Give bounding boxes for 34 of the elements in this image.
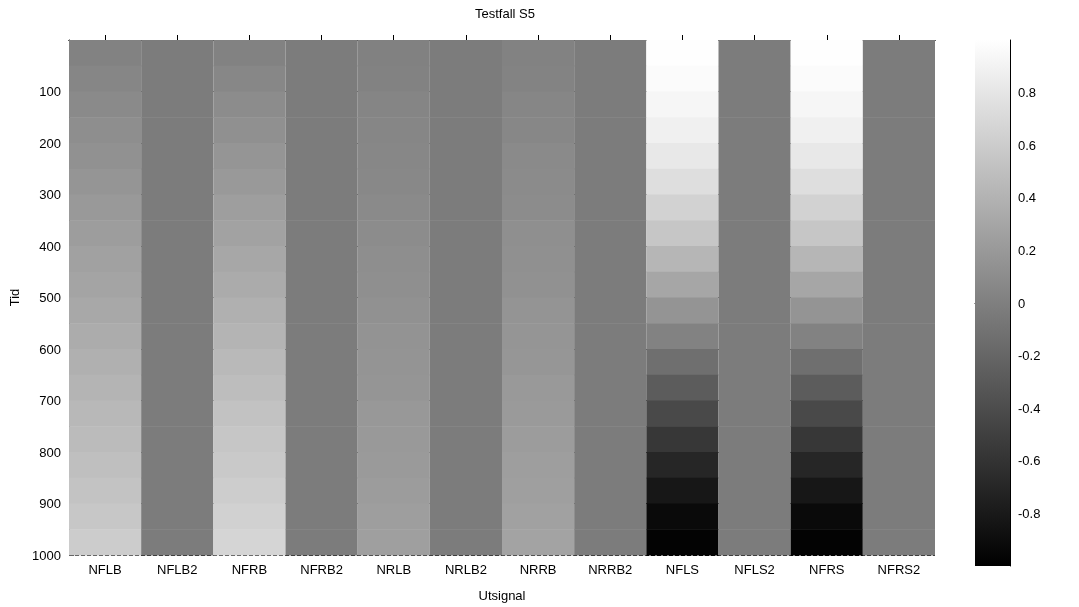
y-tick-label: 400 [39, 238, 61, 254]
y-tick-label: 1000 [32, 547, 61, 563]
color-bar-label: 0.8 [1018, 85, 1037, 101]
x-tick-label: NFLB2 [157, 562, 198, 577]
y-tick-label: 700 [39, 393, 61, 408]
color-bar-label: -0.2 [1018, 348, 1041, 364]
x-axis-title: Utsignal [478, 588, 526, 603]
y-tick-label: 900 [39, 496, 61, 511]
x-tick-label: NFLB [88, 562, 122, 577]
x-tick-label: NRRB [519, 562, 557, 577]
color-bar-label: -0.8 [1018, 505, 1041, 521]
x-tick-label: NFRB [231, 562, 268, 577]
x-tick-label: NFRS2 [877, 562, 921, 577]
x-tick-label: NRLB2 [444, 562, 487, 577]
x-tick-label: NFLS2 [734, 562, 775, 577]
y-tick-label: 600 [39, 341, 61, 357]
x-tick-label: NFLS [665, 562, 700, 577]
color-bar-label: 0 [1018, 295, 1026, 311]
y-tick-label: 200 [39, 135, 61, 151]
x-tick-label: NRLB [376, 562, 412, 577]
color-bar-label: -0.4 [1018, 400, 1041, 416]
color-bar-label: 0.2 [1018, 242, 1037, 258]
x-tick-label: NFRB2 [300, 562, 343, 577]
color-bar-label: 0.4 [1018, 190, 1037, 206]
x-tick-label: NFRS [809, 562, 845, 577]
y-tick-label: 800 [39, 444, 61, 460]
x-tick-label: NRRB2 [588, 562, 633, 577]
y-tick-label: 500 [39, 290, 61, 305]
y-axis-title: Tid [7, 288, 22, 307]
color-bar-label: -0.6 [1018, 453, 1041, 469]
y-tick-label: 300 [39, 187, 61, 202]
chart-title: Testfall S5 [475, 6, 535, 21]
y-tick-label: 100 [39, 84, 61, 99]
color-bar-label: 0.6 [1018, 137, 1037, 153]
